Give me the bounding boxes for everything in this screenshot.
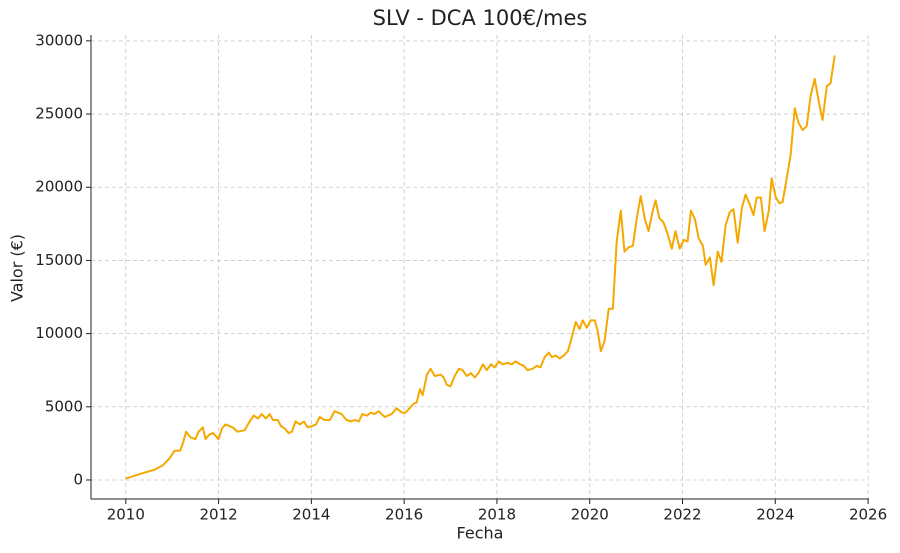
x-tick-label: 2020 [571, 506, 609, 524]
y-axis-label: Valor (€) [8, 234, 27, 302]
chart-title: SLV - DCA 100€/mes [373, 6, 588, 30]
x-tick-label: 2024 [756, 506, 794, 524]
x-tick-label: 2022 [663, 506, 701, 524]
x-tick-label: 2016 [385, 506, 423, 524]
x-tick-label: 2014 [292, 506, 330, 524]
x-tick-label: 2012 [199, 506, 237, 524]
y-tick-label: 15000 [35, 251, 83, 269]
x-tick-label: 2026 [849, 506, 887, 524]
y-tick-label: 0 [73, 470, 83, 488]
x-tick-label: 2018 [478, 506, 516, 524]
line [125, 55, 836, 480]
y-tick-label: 30000 [35, 31, 83, 49]
y-tick-label: 5000 [45, 397, 83, 415]
x-axis-label: Fecha [457, 524, 504, 543]
x-tick-label: 2010 [107, 506, 145, 524]
y-tick-label: 25000 [35, 105, 83, 123]
y-tick-label: 10000 [35, 324, 83, 342]
y-tick-label: 20000 [35, 178, 83, 196]
